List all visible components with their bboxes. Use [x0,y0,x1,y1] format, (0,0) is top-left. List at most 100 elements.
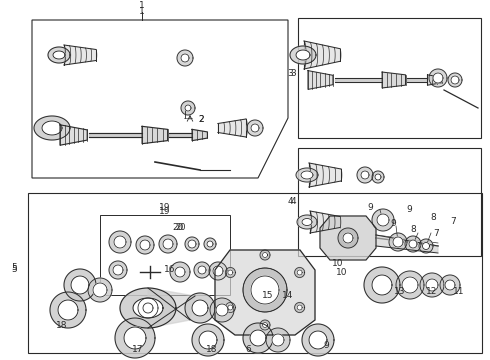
Text: 5: 5 [11,264,17,273]
Polygon shape [142,126,168,144]
Text: 18: 18 [56,320,68,329]
Text: 2: 2 [198,116,204,125]
Polygon shape [115,318,155,358]
Polygon shape [251,276,279,304]
Polygon shape [215,250,315,335]
Text: 9: 9 [367,203,373,212]
Polygon shape [228,270,233,275]
Polygon shape [163,239,173,249]
Polygon shape [209,262,227,280]
Polygon shape [260,320,270,330]
Polygon shape [451,76,459,84]
Polygon shape [34,116,70,140]
Text: 13: 13 [394,288,406,297]
Polygon shape [301,171,313,179]
Polygon shape [60,125,87,145]
Polygon shape [422,243,430,249]
Polygon shape [372,275,392,295]
Polygon shape [308,71,333,89]
Polygon shape [343,233,353,243]
Polygon shape [294,267,305,278]
Polygon shape [48,47,70,63]
Polygon shape [181,101,195,115]
Polygon shape [181,54,189,62]
Polygon shape [419,239,433,253]
Text: 10: 10 [336,268,348,277]
Polygon shape [260,250,270,260]
Polygon shape [297,215,317,229]
Polygon shape [296,50,310,60]
Bar [298,148,481,256]
Polygon shape [263,323,268,328]
Text: 5: 5 [11,266,17,274]
Text: 9: 9 [406,206,412,215]
Polygon shape [243,323,273,353]
Polygon shape [338,228,358,248]
Polygon shape [445,280,455,290]
Polygon shape [199,331,217,349]
Polygon shape [407,78,427,82]
Polygon shape [89,133,142,137]
Polygon shape [133,298,163,318]
Polygon shape [109,231,131,253]
Polygon shape [294,302,305,312]
Polygon shape [225,267,235,278]
Text: 1: 1 [139,1,145,10]
Polygon shape [140,240,150,250]
Polygon shape [148,288,195,328]
Polygon shape [375,174,381,180]
Polygon shape [185,293,215,323]
Polygon shape [247,120,263,136]
Text: 9: 9 [323,341,329,350]
Polygon shape [192,129,207,141]
Text: 2: 2 [198,116,204,125]
Polygon shape [251,124,259,132]
Polygon shape [335,78,382,82]
Polygon shape [138,298,158,318]
Polygon shape [266,328,290,352]
Polygon shape [302,219,312,225]
Text: 3: 3 [287,69,293,78]
Polygon shape [114,236,126,248]
Polygon shape [272,334,284,346]
Polygon shape [204,238,216,250]
Text: 1: 1 [139,6,145,15]
Polygon shape [372,209,394,231]
Polygon shape [207,241,213,247]
Polygon shape [304,41,340,69]
Polygon shape [175,267,185,277]
Polygon shape [309,331,327,349]
Polygon shape [159,235,177,253]
Text: 20: 20 [172,224,184,233]
Polygon shape [263,252,268,257]
Polygon shape [405,236,421,252]
Polygon shape [58,300,78,320]
Bar [28,193,482,353]
Text: 4: 4 [291,198,296,207]
Polygon shape [210,298,234,322]
Text: 8: 8 [410,225,416,234]
Polygon shape [357,167,373,183]
Polygon shape [320,216,376,260]
Polygon shape [409,240,417,248]
Text: 7: 7 [450,217,456,226]
Text: 19: 19 [159,203,171,212]
Polygon shape [64,269,96,301]
Polygon shape [93,283,107,297]
Polygon shape [170,133,192,137]
Polygon shape [228,305,233,310]
Polygon shape [42,121,62,135]
Polygon shape [372,171,384,183]
Polygon shape [290,46,316,64]
Polygon shape [376,235,438,252]
Polygon shape [429,69,447,87]
Polygon shape [109,261,127,279]
Text: 9: 9 [390,219,396,228]
Text: 14: 14 [282,292,294,301]
Polygon shape [448,73,462,87]
Polygon shape [302,324,334,356]
Text: 17: 17 [132,346,144,355]
Polygon shape [194,262,210,278]
Text: 16: 16 [164,266,176,274]
Polygon shape [396,271,424,299]
